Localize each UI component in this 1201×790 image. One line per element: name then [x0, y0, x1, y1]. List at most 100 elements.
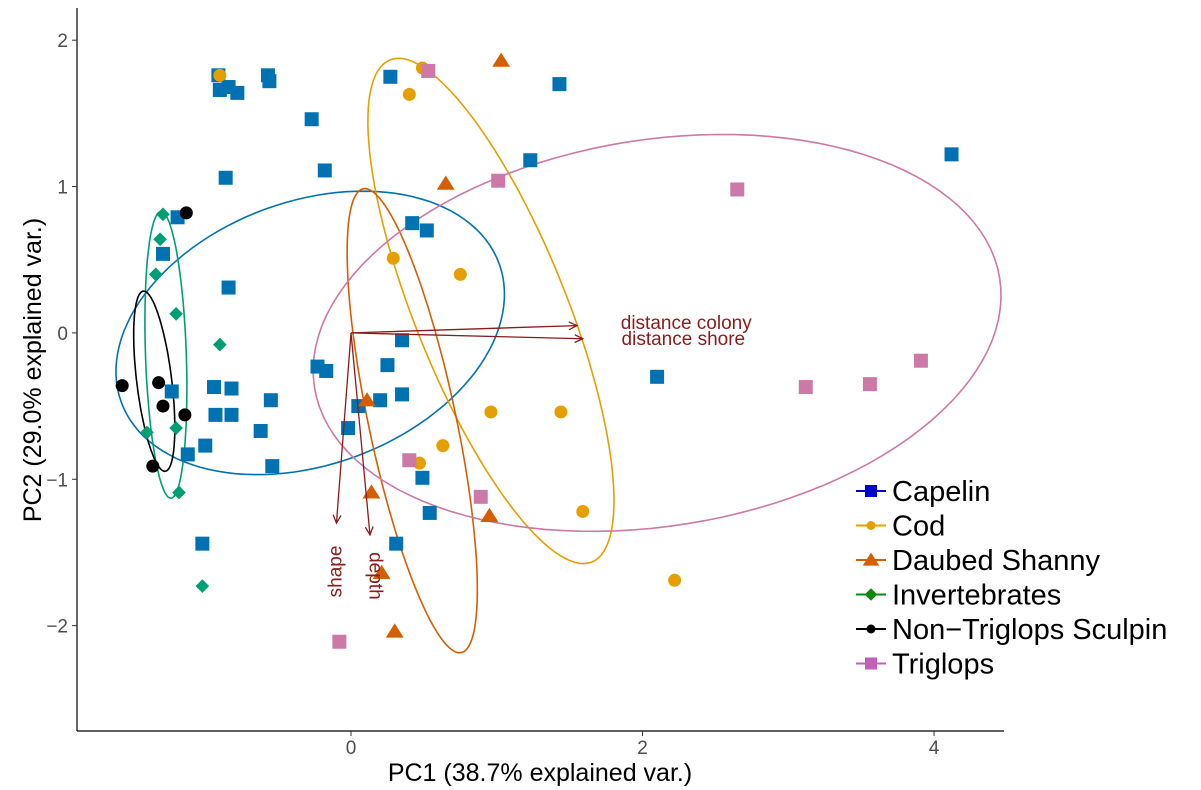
point-invertebrates — [213, 337, 227, 352]
point-capelin — [405, 216, 420, 231]
y-tick-label: −2 — [46, 617, 68, 638]
point-invertebrates — [195, 579, 210, 593]
point-invertebrates — [169, 307, 183, 321]
point-capelin — [523, 153, 538, 168]
y-tick-label: 2 — [57, 31, 68, 52]
loading-arrowhead-distance-colony — [568, 321, 579, 331]
legend-label-invertebrates: Invertebrates — [892, 580, 1061, 612]
loading-arrow-depth — [350, 332, 371, 535]
point-non-triglops-sculpin — [115, 379, 129, 393]
point-triglops — [402, 453, 417, 468]
point-cod — [576, 504, 590, 518]
point-capelin — [265, 459, 280, 474]
point-cod — [402, 87, 416, 101]
point-capelin — [253, 423, 268, 438]
point-invertebrates — [148, 267, 163, 282]
point-capelin — [224, 381, 239, 396]
point-capelin — [263, 393, 278, 408]
loading-arrowhead-distance-shore — [574, 334, 585, 344]
legend-key-triglops — [865, 657, 877, 670]
loading-arrowhead-shape — [332, 514, 342, 525]
point-non-triglops-sculpin — [178, 408, 192, 422]
point-triglops — [332, 634, 347, 649]
point-capelin — [317, 163, 332, 178]
legend-label-capelin: Capelin — [892, 476, 990, 508]
point-triglops — [730, 182, 745, 197]
point-capelin — [164, 384, 179, 399]
legend-key-cod — [866, 521, 876, 530]
point-invertebrates — [140, 425, 154, 440]
x-axis-title: PC1 (38.7% explained var.) — [388, 759, 692, 787]
point-capelin — [304, 112, 319, 127]
legend-label-non-triglops-sculpin: Non−Triglops Sculpin — [892, 614, 1167, 646]
point-capelin — [208, 407, 223, 422]
point-capelin — [383, 69, 398, 84]
point-triglops — [491, 173, 506, 188]
point-capelin — [419, 223, 434, 238]
point-invertebrates — [156, 207, 170, 222]
point-capelin — [198, 438, 213, 453]
point-capelin — [552, 77, 567, 92]
loading-label-depth: depth — [364, 552, 385, 600]
loading-label-distance-colony: distance colony — [621, 313, 752, 334]
loading-arrow-distance-shore — [351, 332, 583, 340]
data-points — [115, 52, 959, 649]
loading-label-distance-shore: distance shore — [622, 329, 746, 350]
point-daubed-shanny — [480, 507, 499, 522]
point-cod — [453, 267, 467, 281]
point-daubed-shanny — [362, 484, 381, 499]
loading-arrowhead-depth — [364, 526, 374, 537]
point-cod — [386, 251, 400, 265]
x-tick-label: 2 — [637, 738, 648, 759]
point-capelin — [180, 447, 195, 462]
y-ticks: −2 −1 0 1 2 — [46, 31, 77, 638]
point-invertebrates — [153, 232, 167, 247]
point-capelin — [262, 74, 277, 89]
ellipse-cod — [367, 57, 615, 565]
point-capelin — [395, 387, 410, 402]
point-capelin — [389, 536, 404, 551]
loading-arrow-distance-colony — [350, 324, 577, 334]
point-invertebrates — [169, 421, 183, 435]
point-triglops — [862, 377, 877, 392]
point-capelin — [319, 363, 334, 378]
point-cod — [554, 405, 568, 419]
point-daubed-shanny — [436, 175, 455, 190]
loading-arrow-shape — [335, 332, 352, 524]
x-ticks: 0 2 4 — [346, 731, 940, 759]
point-capelin — [207, 380, 222, 395]
legend-label-daubed-shanny: Daubed Shanny — [892, 545, 1100, 577]
point-capelin — [944, 147, 959, 162]
legend-key-non-triglops-sculpin — [866, 624, 876, 634]
loading-label-shape: shape — [325, 546, 346, 598]
y-axis-title: PC2 (29.0% explained var.) — [19, 218, 47, 522]
point-daubed-shanny — [372, 564, 391, 580]
legend-key-capelin — [865, 485, 877, 497]
point-capelin — [373, 393, 388, 408]
point-non-triglops-sculpin — [156, 399, 170, 413]
point-non-triglops-sculpin — [146, 459, 160, 473]
point-capelin — [395, 333, 410, 348]
point-capelin — [422, 505, 437, 520]
point-triglops — [798, 380, 813, 395]
point-daubed-shanny — [492, 52, 511, 67]
point-capelin — [230, 85, 245, 100]
axes — [76, 8, 1004, 732]
point-capelin — [218, 170, 233, 185]
point-capelin — [221, 280, 236, 295]
ellipse-capelin — [115, 190, 506, 476]
point-cod — [213, 68, 227, 82]
point-daubed-shanny — [385, 623, 404, 638]
point-capelin — [380, 358, 395, 373]
point-cod — [484, 405, 498, 419]
y-tick-label: 1 — [57, 178, 68, 199]
ellipse-triglops — [312, 133, 1002, 533]
legend-key-invertebrates — [864, 588, 878, 601]
point-cod — [436, 439, 450, 453]
legend-label-triglops: Triglops — [892, 649, 994, 681]
point-capelin — [195, 536, 210, 551]
y-tick-label: −1 — [46, 470, 68, 491]
